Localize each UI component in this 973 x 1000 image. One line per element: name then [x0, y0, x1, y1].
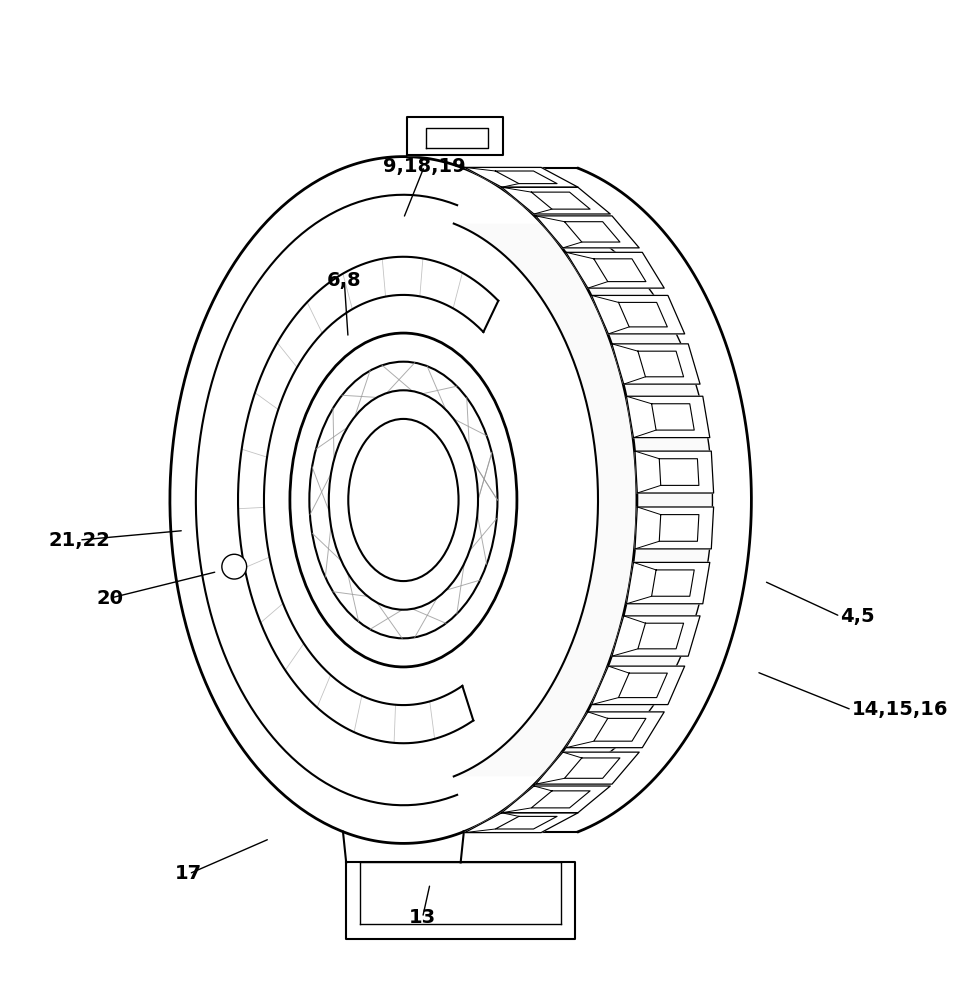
Text: 21,22: 21,22: [48, 531, 110, 550]
Text: 17: 17: [175, 864, 202, 883]
Polygon shape: [635, 507, 713, 549]
Polygon shape: [566, 252, 665, 288]
Text: 4,5: 4,5: [841, 607, 875, 626]
Polygon shape: [536, 216, 639, 248]
Polygon shape: [638, 351, 684, 377]
Ellipse shape: [348, 419, 458, 581]
Polygon shape: [594, 259, 646, 282]
Polygon shape: [531, 791, 590, 808]
Polygon shape: [592, 295, 685, 334]
Polygon shape: [652, 570, 694, 596]
Polygon shape: [627, 562, 710, 604]
Polygon shape: [465, 167, 578, 187]
Polygon shape: [464, 168, 751, 832]
Polygon shape: [612, 344, 700, 384]
Text: 9,18,19: 9,18,19: [383, 157, 466, 176]
Text: 6,8: 6,8: [327, 271, 362, 290]
Polygon shape: [536, 752, 639, 784]
Polygon shape: [592, 666, 685, 705]
Polygon shape: [465, 813, 578, 833]
Polygon shape: [495, 171, 558, 184]
Text: 13: 13: [409, 908, 436, 927]
Polygon shape: [660, 459, 699, 485]
Text: 14,15,16: 14,15,16: [851, 700, 949, 719]
Polygon shape: [566, 712, 665, 748]
Polygon shape: [652, 404, 694, 430]
Circle shape: [222, 554, 246, 579]
Ellipse shape: [309, 362, 497, 638]
Polygon shape: [495, 816, 558, 829]
Polygon shape: [635, 451, 713, 493]
Polygon shape: [408, 117, 503, 155]
Polygon shape: [531, 192, 590, 209]
Polygon shape: [564, 222, 620, 242]
Polygon shape: [564, 758, 620, 778]
Polygon shape: [619, 673, 667, 698]
Polygon shape: [627, 396, 710, 438]
Polygon shape: [594, 718, 646, 741]
Polygon shape: [502, 187, 610, 214]
Polygon shape: [453, 224, 712, 776]
Polygon shape: [612, 616, 700, 656]
Polygon shape: [346, 862, 575, 939]
Ellipse shape: [170, 157, 637, 843]
Polygon shape: [638, 623, 684, 649]
Ellipse shape: [290, 333, 517, 667]
Ellipse shape: [329, 390, 478, 610]
Polygon shape: [619, 302, 667, 327]
Polygon shape: [502, 786, 610, 813]
Text: 20: 20: [96, 589, 124, 608]
Polygon shape: [660, 515, 699, 541]
